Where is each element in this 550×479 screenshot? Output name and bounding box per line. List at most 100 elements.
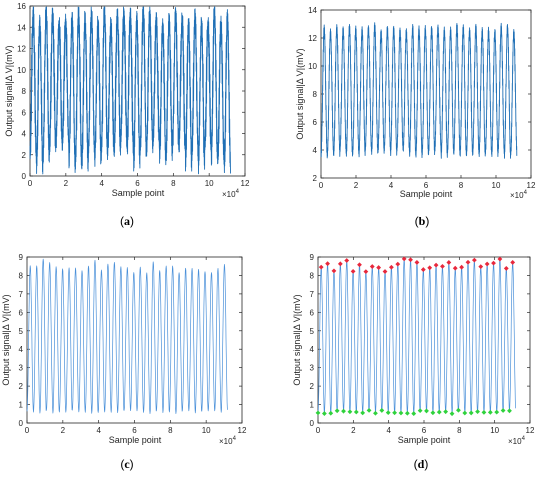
y-tick-label: 1 — [310, 401, 315, 410]
trough-marker — [411, 411, 417, 416]
panel-a-series-line — [29, 6, 231, 175]
x-tick-label: 8 — [459, 181, 464, 190]
y-tick-label: 6 — [19, 308, 24, 317]
panel-a-ylabel: Output signal|Δ V|(mV) — [4, 45, 14, 136]
y-tick-label: 1 — [19, 401, 24, 410]
trough-marker — [436, 409, 442, 415]
y-tick-label: 8 — [19, 271, 24, 280]
peak-marker — [497, 256, 503, 262]
peak-marker — [478, 264, 484, 269]
panel-c-series-line — [26, 258, 228, 414]
x-tick-label: 4 — [386, 426, 391, 435]
y-tick-label: 6 — [310, 308, 315, 317]
trough-marker — [481, 409, 487, 415]
panel-a-xticks: 0 2 4 6 8 10 12 — [28, 6, 250, 188]
peak-marker — [395, 261, 401, 267]
y-tick-label: 6 — [313, 118, 318, 127]
peak-marker — [350, 268, 356, 274]
trough-marker — [315, 410, 321, 416]
peak-marker — [484, 261, 490, 267]
panel-d-x-exponent: ×104 — [508, 436, 526, 446]
x-tick-label: 10 — [492, 181, 501, 190]
peak-marker — [382, 269, 388, 274]
trough-marker — [443, 409, 449, 415]
panel-b-xlabel: Sample point — [400, 189, 453, 199]
x-tick-label: 4 — [389, 181, 394, 190]
x-tick-label: 8 — [171, 179, 176, 188]
x-tick-label: 10 — [202, 426, 211, 435]
panel-d-xticks: 0 2 4 6 8 10 12 — [316, 257, 535, 435]
y-tick-label: 10 — [308, 62, 317, 71]
y-tick-label: 0 — [310, 419, 315, 428]
trough-marker — [385, 410, 391, 416]
trough-marker — [321, 411, 327, 416]
peak-marker — [389, 264, 394, 270]
x-tick-label: 0 — [319, 181, 324, 190]
peak-marker — [331, 268, 337, 274]
trough-marker — [366, 407, 372, 413]
panel-b-caption: (b) — [415, 214, 430, 228]
trough-marker — [328, 410, 334, 416]
x-tick-label: 12 — [238, 426, 247, 435]
peak-marker — [408, 257, 413, 263]
peak-marker — [337, 261, 343, 267]
panel-d-ylabel: Output signal|Δ V|(mV) — [292, 294, 302, 385]
peak-marker — [318, 264, 324, 270]
y-tick-label: 3 — [19, 364, 24, 373]
peak-marker — [459, 264, 465, 270]
trough-marker — [424, 408, 429, 414]
x-tick-label: 4 — [99, 179, 104, 188]
peak-marker — [440, 263, 445, 269]
trough-marker — [334, 408, 340, 414]
y-tick-label: 9 — [19, 253, 24, 262]
y-tick-label: 2 — [310, 382, 315, 391]
peak-marker — [503, 266, 509, 271]
panel-c-xlabel: Sample point — [109, 435, 162, 445]
trough-marker — [341, 408, 346, 414]
panel-b-xticks: 0 2 4 6 8 10 12 — [319, 10, 536, 190]
peak-marker — [491, 260, 496, 266]
trough-marker — [353, 409, 359, 415]
y-tick-label: 9 — [310, 253, 315, 262]
panel-b-yticks: 2 4 6 8 10 12 14 — [308, 6, 531, 183]
x-tick-label: 12 — [241, 179, 250, 188]
panel-a-xlabel: Sample point — [112, 188, 165, 198]
peak-marker — [414, 260, 420, 265]
panel-c-ylabel: Output signal|Δ V|(mV) — [1, 294, 11, 385]
x-tick-label: 10 — [490, 426, 499, 435]
panel-b-ylabel: Output signal|Δ V|(mV) — [295, 48, 305, 139]
y-tick-label: 12 — [17, 45, 26, 54]
x-tick-label: 6 — [132, 426, 137, 435]
y-tick-label: 0 — [22, 172, 27, 181]
y-tick-label: 2 — [313, 174, 318, 183]
peak-marker — [427, 265, 433, 271]
x-tick-label: 8 — [457, 426, 462, 435]
peak-marker — [471, 257, 477, 263]
trough-marker — [360, 410, 366, 416]
panel-a: 0 2 4 6 8 10 12 14 16 0 2 4 6 8 10 12 Sample point Out… — [4, 2, 250, 228]
y-tick-label: 4 — [19, 345, 24, 354]
panel-d-peak-markers — [318, 256, 516, 275]
trough-marker — [449, 411, 455, 417]
trough-marker — [494, 409, 500, 415]
x-tick-label: 4 — [96, 426, 101, 435]
peak-marker — [420, 267, 426, 272]
y-tick-label: 4 — [313, 146, 318, 155]
peak-marker — [325, 261, 330, 267]
x-tick-label: 0 — [28, 179, 33, 188]
panel-d-trough-markers — [315, 407, 512, 417]
x-tick-label: 2 — [61, 426, 66, 435]
panel-c-x-exponent: ×104 — [219, 436, 237, 446]
x-tick-label: 12 — [526, 426, 535, 435]
y-tick-label: 8 — [310, 271, 315, 280]
trough-marker — [347, 409, 353, 415]
trough-marker — [430, 410, 436, 416]
y-tick-label: 5 — [310, 327, 315, 336]
trough-marker — [404, 410, 410, 416]
x-tick-label: 2 — [64, 179, 69, 188]
peak-marker — [376, 265, 382, 270]
x-tick-label: 12 — [527, 181, 536, 190]
x-tick-label: 6 — [422, 426, 427, 435]
